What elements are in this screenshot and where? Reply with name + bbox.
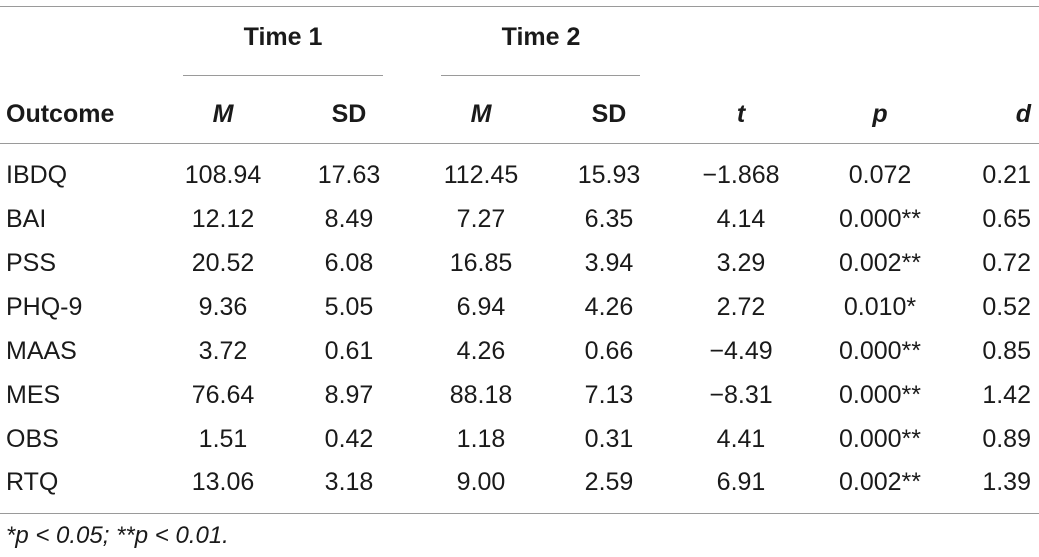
table-cell-p-value: 0.002** <box>838 249 922 277</box>
table-cell-time2-mean: 6.94 <box>456 293 506 321</box>
table-cell-time1-sd: 8.97 <box>324 381 374 409</box>
table-cell-time2-sd: 0.66 <box>584 337 634 365</box>
table-cell-time2-mean: 1.18 <box>456 425 506 453</box>
table-cell-time1-mean: 12.12 <box>191 205 255 233</box>
time1-group-rule <box>183 75 383 76</box>
table-cell-time1-sd: 6.08 <box>324 249 374 277</box>
table-cell-time2-sd: 7.13 <box>584 381 634 409</box>
table-cell-time1-sd: 17.63 <box>317 161 381 189</box>
table-cell-time1-sd: 3.18 <box>324 468 374 496</box>
table-cell-outcome: PHQ-9 <box>6 293 83 321</box>
table-cell-effect-size-d: 0.21 <box>982 161 1031 189</box>
column-header-t-stat: t <box>736 100 746 128</box>
table-cell-time2-mean: 7.27 <box>456 205 506 233</box>
group-header-time1: Time 1 <box>243 23 323 51</box>
table-cell-time2-sd: 0.31 <box>584 425 634 453</box>
table-cell-outcome: PSS <box>6 249 57 277</box>
table-cell-p-value: 0.002** <box>838 468 922 496</box>
table-cell-outcome: MAAS <box>6 337 77 365</box>
table-footnote: *p < 0.05; **p < 0.01. <box>6 522 229 549</box>
table-cell-t-stat: 3.29 <box>716 249 766 277</box>
table-cell-outcome: RTQ <box>6 468 59 496</box>
table-cell-p-value: 0.072 <box>848 161 912 189</box>
table-cell-p-value: 0.000** <box>838 205 922 233</box>
table-cell-t-stat: −4.49 <box>709 337 773 365</box>
column-header-outcome: Outcome <box>6 100 115 128</box>
table-cell-effect-size-d: 0.85 <box>982 337 1031 365</box>
table-cell-time2-sd: 15.93 <box>577 161 641 189</box>
column-header-time1-sd: SD <box>331 100 367 128</box>
table-cell-p-value: 0.010* <box>843 293 917 321</box>
table-cell-time2-sd: 2.59 <box>584 468 634 496</box>
table-cell-time1-sd: 8.49 <box>324 205 374 233</box>
table-cell-t-stat: −8.31 <box>709 381 773 409</box>
table-cell-time2-sd: 3.94 <box>584 249 634 277</box>
column-header-time1-mean: M <box>212 100 234 128</box>
table-cell-effect-size-d: 0.89 <box>982 425 1031 453</box>
table-top-rule <box>0 6 1039 7</box>
table-cell-p-value: 0.000** <box>838 381 922 409</box>
table-cell-time1-mean: 108.94 <box>184 161 262 189</box>
table-cell-outcome: OBS <box>6 425 59 453</box>
table-cell-time1-sd: 0.42 <box>324 425 374 453</box>
table-cell-effect-size-d: 1.42 <box>982 381 1031 409</box>
table-cell-t-stat: −1.868 <box>702 161 780 189</box>
table-cell-time1-mean: 76.64 <box>191 381 255 409</box>
column-header-time2-mean: M <box>470 100 492 128</box>
table-cell-p-value: 0.000** <box>838 337 922 365</box>
column-header-time2-sd: SD <box>591 100 627 128</box>
table-cell-time1-sd: 0.61 <box>324 337 374 365</box>
table-bottom-rule <box>0 513 1039 514</box>
table-cell-time1-sd: 5.05 <box>324 293 374 321</box>
table-cell-t-stat: 6.91 <box>716 468 766 496</box>
table-cell-time2-sd: 6.35 <box>584 205 634 233</box>
table-cell-effect-size-d: 1.39 <box>982 468 1031 496</box>
table-cell-time1-mean: 9.36 <box>198 293 248 321</box>
column-header-p-value: p <box>872 100 888 128</box>
table-cell-outcome: BAI <box>6 205 47 233</box>
table-cell-time2-mean: 9.00 <box>456 468 506 496</box>
table-cell-p-value: 0.000** <box>838 425 922 453</box>
table-cell-time2-mean: 88.18 <box>449 381 513 409</box>
table-cell-time2-sd: 4.26 <box>584 293 634 321</box>
table-cell-time1-mean: 20.52 <box>191 249 255 277</box>
table-cell-t-stat: 2.72 <box>716 293 766 321</box>
table-cell-time2-mean: 16.85 <box>449 249 513 277</box>
table-cell-effect-size-d: 0.52 <box>982 293 1031 321</box>
table-cell-t-stat: 4.41 <box>716 425 766 453</box>
table-cell-outcome: IBDQ <box>6 161 68 189</box>
table-cell-outcome: MES <box>6 381 61 409</box>
table-cell-time1-mean: 13.06 <box>191 468 255 496</box>
table-cell-time2-mean: 112.45 <box>443 161 519 189</box>
time2-group-rule <box>441 75 640 76</box>
table-cell-effect-size-d: 0.65 <box>982 205 1031 233</box>
table-cell-time1-mean: 3.72 <box>198 337 248 365</box>
table-header-rule <box>0 143 1039 144</box>
group-header-time2: Time 2 <box>501 23 581 51</box>
column-header-effect-size-d: d <box>1015 100 1031 128</box>
table-cell-time2-mean: 4.26 <box>456 337 506 365</box>
table-cell-effect-size-d: 0.72 <box>982 249 1031 277</box>
table-cell-time1-mean: 1.51 <box>198 425 248 453</box>
table-cell-t-stat: 4.14 <box>716 205 766 233</box>
